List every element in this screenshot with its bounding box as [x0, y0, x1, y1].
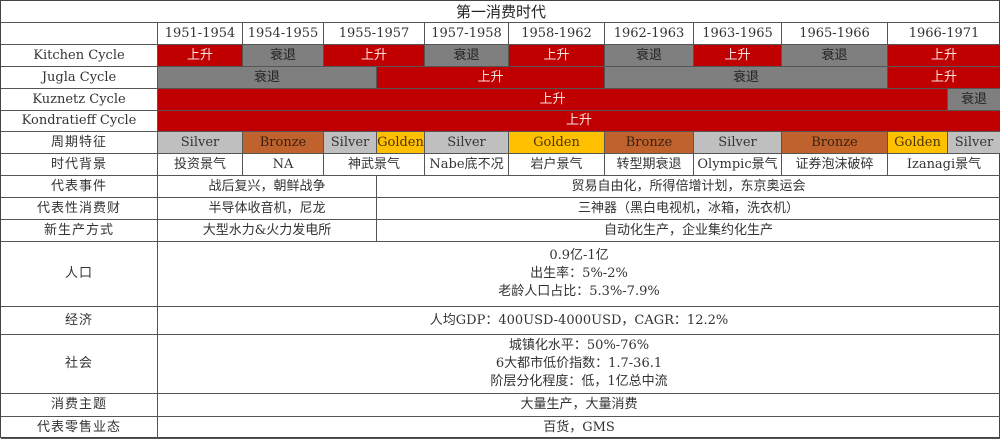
economy-value: 人均GDP：400USD-4000USD，CAGR：12.2%: [158, 307, 1000, 335]
cycle-feature-badge: Bronze: [782, 132, 888, 154]
year-header: 1963-1965: [694, 23, 782, 45]
year-header: 1954-1955: [243, 23, 324, 45]
year-header: 1966-1971: [888, 23, 1000, 45]
cycle-feature-badge: Silver: [324, 132, 377, 154]
kitchen-cycle-phase: 上升: [888, 45, 1000, 67]
kitchen-cycle-phase: 上升: [158, 45, 243, 67]
era-background: Izanagi景气: [888, 154, 1000, 176]
header-corner: [1, 23, 158, 45]
row-label: 社会: [1, 335, 158, 394]
cycle-feature-badge: Golden: [888, 132, 948, 154]
row-label: 代表性消费财: [1, 198, 158, 220]
era-background: 投资景气: [158, 154, 243, 176]
year-header: 1957-1958: [425, 23, 509, 45]
era-background: Olympic景气: [694, 154, 782, 176]
row-label: 周期特征: [1, 132, 158, 154]
production-late: 自动化生产，企业集约化生产: [377, 220, 1000, 242]
row-label: 经济: [1, 307, 158, 335]
cycle-feature-badge: Bronze: [605, 132, 694, 154]
events-late: 贸易自由化，所得倍增计划，东京奥运会: [377, 176, 1000, 198]
era-background: 神武景气: [324, 154, 425, 176]
goods-early: 半导体收音机，尼龙: [158, 198, 377, 220]
kitchen-cycle-phase: 衰退: [605, 45, 694, 67]
kuznetz-cycle-phase: 上升: [158, 89, 948, 111]
row-label: 代表事件: [1, 176, 158, 198]
jugla-cycle-phase: 上升: [888, 67, 1000, 89]
jugla-cycle-phase: 衰退: [605, 67, 888, 89]
era-background: 证券泡沫破碎: [782, 154, 888, 176]
cycle-feature-badge: Silver: [158, 132, 243, 154]
row-label: 代表零售业态: [1, 417, 158, 439]
consumption-theme-value: 大量生产，大量消费: [158, 394, 1000, 417]
kondratieff-cycle-phase: 上升: [158, 111, 1000, 132]
era-background: NA: [243, 154, 324, 176]
society-value: 城镇化水平：50%-76% 6大都市低价指数：1.7-36.1 阶层分化程度：低…: [158, 335, 1000, 394]
row-label: 消费主题: [1, 394, 158, 417]
table-title: 第一消费时代: [1, 1, 1000, 23]
cycle-feature-badge: Silver: [694, 132, 782, 154]
kuznetz-cycle-phase: 衰退: [948, 89, 1000, 111]
cycle-feature-badge: Silver: [948, 132, 1000, 154]
goods-late: 三神器（黑白电视机，冰箱，洗衣机）: [377, 198, 1000, 220]
retail-format-value: 百货，GMS: [158, 417, 1000, 439]
row-label: Jugla Cycle: [1, 67, 158, 89]
row-label: Kitchen Cycle: [1, 45, 158, 67]
kitchen-cycle-phase: 衰退: [243, 45, 324, 67]
era-background: 转型期衰退: [605, 154, 694, 176]
events-early: 战后复兴，朝鲜战争: [158, 176, 377, 198]
kitchen-cycle-phase: 上升: [509, 45, 605, 67]
jugla-cycle-phase: 上升: [377, 67, 605, 89]
era-background: 岩户景气: [509, 154, 605, 176]
kitchen-cycle-phase: 衰退: [782, 45, 888, 67]
row-label: 时代背景: [1, 154, 158, 176]
row-label: 人口: [1, 242, 158, 307]
cycle-feature-badge: Silver: [425, 132, 509, 154]
row-label: 新生产方式: [1, 220, 158, 242]
production-early: 大型水力&火力发电所: [158, 220, 377, 242]
row-label: Kondratieff Cycle: [1, 111, 158, 132]
kitchen-cycle-phase: 衰退: [425, 45, 509, 67]
row-label: Kuznetz Cycle: [1, 89, 158, 111]
year-header: 1958-1962: [509, 23, 605, 45]
year-header: 1965-1966: [782, 23, 888, 45]
population-value: 0.9亿-1亿 出生率：5%-2% 老龄人口占比：5.3%-7.9%: [158, 242, 1000, 307]
year-header: 1955-1957: [324, 23, 425, 45]
cycle-feature-badge: Golden: [509, 132, 605, 154]
kitchen-cycle-phase: 上升: [324, 45, 425, 67]
jugla-cycle-phase: 衰退: [158, 67, 377, 89]
cycle-feature-badge: Bronze: [243, 132, 324, 154]
era-background: Nabe底不况: [425, 154, 509, 176]
cycle-feature-badge: Golden: [377, 132, 425, 154]
kitchen-cycle-phase: 上升: [694, 45, 782, 67]
year-header: 1951-1954: [158, 23, 243, 45]
year-header: 1962-1963: [605, 23, 694, 45]
